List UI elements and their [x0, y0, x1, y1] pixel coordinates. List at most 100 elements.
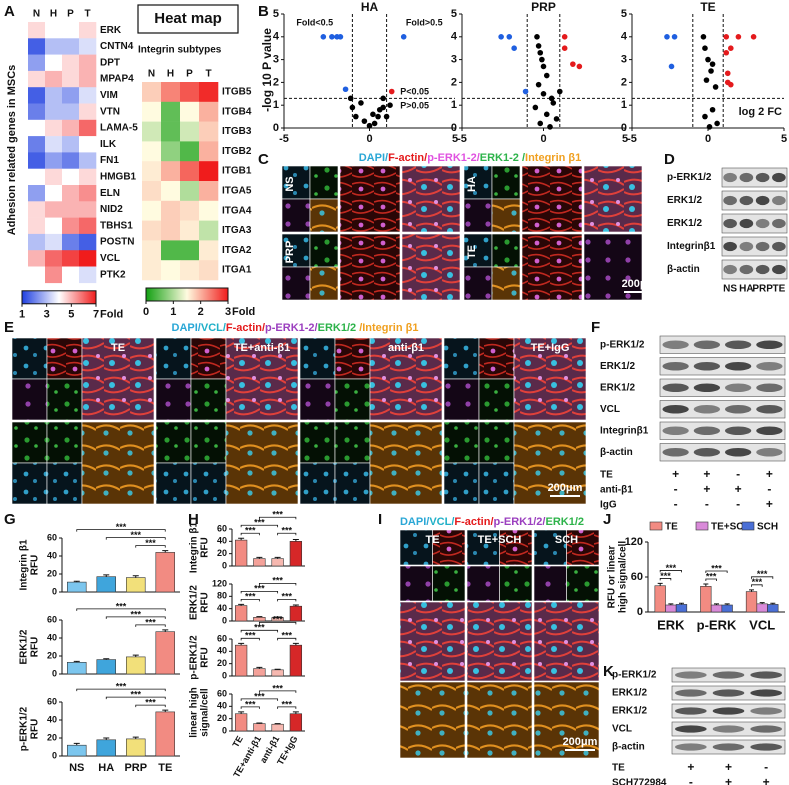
y-tick-label: 120: [625, 536, 643, 548]
legend-swatch: [695, 521, 709, 531]
annotation: Fold<0.5: [296, 17, 333, 27]
heat-cell: [28, 54, 46, 72]
y-tick-label: 5: [451, 8, 457, 20]
y-tick-label: 0: [52, 750, 57, 760]
blot-band: [756, 426, 783, 436]
heat-cell: [180, 121, 200, 142]
x-tick-label: 0: [705, 133, 711, 145]
micrograph: [583, 233, 643, 301]
blot-strip: [721, 190, 788, 211]
heat-cell: [161, 82, 181, 103]
significance-label: ***: [145, 697, 156, 707]
group-label: anti-β1: [388, 342, 424, 354]
bar: [756, 603, 768, 613]
blot-label: Integrinβ1: [667, 241, 716, 252]
data-point: [702, 113, 708, 120]
heat-cell: [79, 136, 97, 153]
significance-label: ***: [245, 699, 256, 709]
heat-cell: [28, 103, 46, 121]
heat-cell: [45, 54, 63, 72]
micrograph: [46, 337, 83, 380]
data-point: [576, 63, 583, 70]
stain-legend: DAPI/VCL/F-actin/p-ERK1-2/ERK1/2 /Integr…: [172, 322, 419, 334]
stain-name: VCL/: [201, 322, 226, 334]
row-label: DPT: [100, 57, 120, 68]
blot-band: [772, 195, 786, 206]
significance-label: ***: [245, 526, 256, 536]
micrograph: [491, 233, 521, 268]
micrograph: [299, 462, 336, 505]
blot-band: [725, 404, 752, 414]
panel-label: J: [603, 511, 611, 528]
micrograph: [46, 462, 83, 505]
heat-cell: [180, 141, 200, 162]
heat-cell: [199, 82, 219, 103]
blot-strip: [659, 443, 786, 462]
y-tick-label: 2: [451, 76, 457, 88]
heat-cell: [62, 201, 80, 218]
significance-bracket: [240, 532, 260, 536]
significance-bracket: [76, 529, 166, 532]
blot-label: β-actin: [600, 447, 633, 458]
error-bar: [162, 709, 169, 712]
micrograph: [155, 462, 192, 505]
error-bar: [103, 737, 110, 740]
y-axis-label: RFU or linear: [607, 546, 618, 609]
micrograph: [281, 266, 311, 301]
heat-cell: [45, 185, 63, 202]
micrograph: [521, 233, 583, 301]
micrograph: [46, 378, 83, 421]
heat-cell: [62, 70, 80, 88]
blot-label: p-ERK1/2: [612, 670, 657, 681]
blot-band: [755, 172, 770, 183]
y-tick-label: 40: [47, 550, 57, 560]
scale-label: 200μm: [622, 278, 657, 290]
x-tick-label: TE: [158, 762, 172, 774]
data-point: [498, 34, 504, 40]
blot-band: [693, 426, 720, 436]
heat-cell: [28, 217, 46, 235]
colorbar-unit: Fold: [232, 306, 255, 318]
blot-band: [723, 172, 737, 183]
significance-bracket: [258, 690, 297, 693]
stain-name: DAPI/: [359, 152, 388, 164]
significance-bracket: [751, 584, 763, 587]
heat-cell: [45, 136, 63, 153]
stain-name: p-ERK1-2/: [265, 322, 318, 334]
y-axis-label: RFU: [200, 537, 211, 558]
error-bar: [238, 711, 245, 714]
error-bar: [256, 722, 263, 724]
row-label: ITGB3: [222, 126, 252, 137]
colorbar: [145, 287, 229, 302]
row-label: ITGB4: [222, 106, 252, 117]
panel-label: G: [4, 511, 16, 528]
heat-cell: [28, 38, 46, 55]
heat-cell: [180, 260, 200, 281]
significance-bracket: [240, 524, 279, 528]
blot-band: [739, 195, 754, 206]
error-bar: [668, 603, 674, 605]
significance-label: ***: [254, 518, 265, 528]
heat-cell: [28, 22, 46, 39]
bar: [253, 723, 266, 732]
x-tick-label: 5: [622, 133, 628, 145]
micrograph: [334, 337, 371, 380]
data-point: [561, 45, 568, 51]
group-label: NS: [284, 176, 296, 191]
blot-band: [739, 241, 754, 252]
blot-label: β-actin: [612, 742, 645, 753]
significance-label: ***: [254, 623, 265, 633]
heat-cell: [28, 119, 46, 137]
data-point: [712, 84, 719, 90]
row-label: POSTN: [100, 237, 134, 248]
x-tick-label: ERK: [657, 617, 685, 632]
bar: [253, 616, 266, 622]
heat-cell: [79, 38, 97, 55]
blot-band: [756, 404, 783, 414]
data-point: [535, 43, 542, 49]
condition-sign: -: [689, 775, 693, 785]
row-label: TBHS1: [100, 220, 133, 231]
blot-band: [725, 447, 752, 457]
heat-cell: [45, 22, 63, 39]
